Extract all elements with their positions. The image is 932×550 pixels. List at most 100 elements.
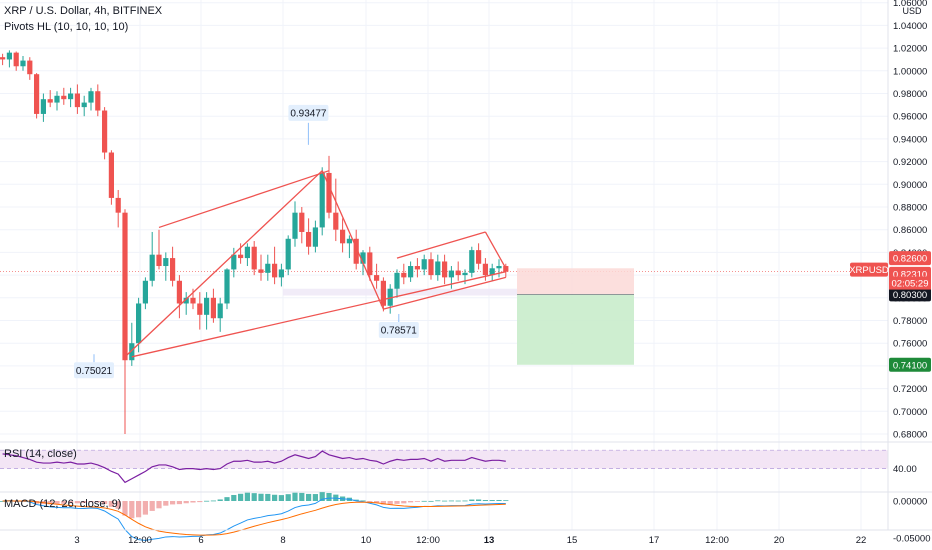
y-tick-4: 0.98000 (893, 89, 927, 100)
candle-body-57 (387, 288, 393, 306)
macd-hist-38 (258, 493, 264, 501)
macd-hist-31 (210, 500, 216, 502)
indicator-label: Pivots HL (10, 10, 10, 10) (4, 21, 128, 33)
candle-body-72 (489, 268, 495, 276)
y-tick-15: 0.76000 (893, 339, 927, 350)
candle-body-34 (231, 254, 237, 270)
macd-hist-16 (108, 501, 114, 507)
macd-hist-0 (0, 501, 6, 502)
macd-hist-8 (54, 501, 60, 505)
y-tick-7: 0.92000 (893, 157, 927, 168)
tag-target-bg (889, 357, 931, 372)
candle-body-27 (183, 297, 189, 304)
macd-hist-41 (278, 495, 284, 501)
candle-body-4 (27, 60, 33, 75)
rsi-level-label: 40.00 (893, 464, 917, 475)
candle-body-23 (156, 254, 162, 267)
macd-label: MACD (12, 26, close, 9) (4, 498, 121, 510)
tag-countdown-bg (889, 276, 931, 290)
tag-entry-bg (889, 287, 931, 302)
y-tick-9: 0.88000 (893, 203, 927, 214)
candle-body-74 (503, 266, 509, 272)
macd-hist-15 (102, 501, 108, 505)
channel-line-4 (383, 276, 506, 310)
macd-hist-72 (489, 500, 495, 501)
candle-body-22 (149, 254, 155, 281)
macd-hist-29 (197, 501, 203, 503)
candle-body-26 (176, 280, 182, 304)
candle-body-7 (47, 99, 53, 103)
macd-hist-46 (312, 494, 318, 501)
x-tick-2: 6 (198, 535, 203, 546)
macd-hist-68 (462, 500, 468, 502)
macd-hist-56 (380, 501, 386, 505)
candle-body-69 (469, 250, 475, 273)
candle-body-70 (476, 250, 482, 264)
macd-hist-19 (129, 501, 135, 519)
candle-body-31 (210, 297, 216, 319)
macd-hist-52 (353, 499, 359, 501)
macd-hist-32 (217, 499, 223, 501)
y-tick-2: 1.02000 (893, 44, 927, 55)
macd-hist-57 (387, 501, 393, 505)
candle-body-6 (40, 99, 46, 114)
candle-body-16 (108, 152, 114, 198)
y-tick-1: 1.04000 (893, 21, 927, 32)
candle-body-20 (136, 303, 142, 344)
pivot-labels: 0.93477 0.75021 0.78571 (74, 104, 419, 379)
candle-body-19 (129, 343, 135, 361)
macd-hist-73 (496, 499, 502, 501)
channel-line-0 (124, 170, 323, 358)
candle-body-67 (455, 270, 461, 276)
macd-hist-55 (374, 501, 380, 504)
macd-hist-30 (204, 500, 210, 502)
channel-line-2 (158, 170, 330, 229)
position-zones[interactable] (283, 268, 634, 365)
macd-hist-39 (265, 493, 271, 501)
tag-symbol: XRPUSD (849, 265, 889, 276)
rsi-pane: 40.00 (0, 441, 932, 484)
macd-hist-54 (367, 501, 373, 502)
tag-target: 0.74100 (893, 360, 927, 371)
tag-current: 0.82310 (893, 269, 927, 280)
candle-body-61 (414, 266, 420, 270)
macd-hist-35 (238, 493, 244, 501)
macd-hist-36 (244, 492, 250, 501)
channel-lines[interactable] (124, 170, 507, 358)
y-tick-0: 1.06000 (893, 0, 927, 9)
signal-line (2, 500, 506, 536)
macd-hist-44 (299, 492, 305, 501)
candle-body-1 (6, 52, 12, 60)
macd-hist-64 (435, 500, 441, 502)
candle-body-65 (442, 261, 448, 278)
candle-body-53 (360, 252, 366, 264)
macd-hist-33 (224, 497, 230, 501)
macd-hist-65 (442, 500, 448, 502)
candle-body-56 (380, 280, 386, 306)
candle-body-9 (61, 95, 67, 100)
macd-pane: 0.00000 -0.05000 (0, 491, 932, 545)
candle-body-59 (401, 272, 407, 278)
macd-hist-26 (176, 501, 182, 505)
time-axis[interactable]: 3 12:00 6 8 10 12:00 13 15 17 12:00 20 22 (0, 529, 932, 546)
macd-hist-23 (156, 501, 162, 509)
macd-hist-60 (408, 501, 414, 503)
rsi-label: RSI (14, close) (4, 448, 77, 460)
y-tick-19: 0.68000 (893, 430, 927, 441)
macd-hist-12 (81, 501, 87, 503)
candles (0, 50, 509, 434)
macd-hist-21 (142, 501, 148, 515)
x-tick-4: 10 (361, 535, 372, 546)
macd-hist-61 (414, 501, 420, 502)
stop-zone (517, 268, 634, 295)
candle-body-24 (163, 258, 169, 267)
candle-body-71 (482, 263, 488, 276)
pivot-label-2: 0.78571 (381, 326, 418, 337)
pivot-label-1: 0.75021 (76, 366, 113, 377)
macd-hist-48 (326, 492, 332, 501)
rsi-line (2, 450, 506, 484)
chart-title: XRP / U.S. Dollar, 4h, BITFINEX (4, 5, 163, 17)
candle-body-49 (333, 212, 339, 230)
tag-entry: 0.80300 (893, 290, 927, 301)
